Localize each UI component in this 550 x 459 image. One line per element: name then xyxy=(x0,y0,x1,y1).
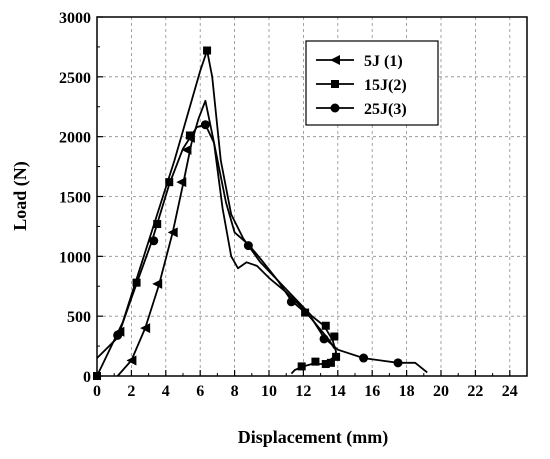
data-point xyxy=(185,131,194,140)
data-point xyxy=(176,177,187,188)
data-point xyxy=(311,357,320,366)
data-point xyxy=(359,353,369,363)
legend-entry: 5J (1) xyxy=(316,53,403,70)
legend-marker xyxy=(331,80,339,88)
y-axis-title: Load (N) xyxy=(10,161,31,231)
x-axis-title: Displacement (mm) xyxy=(238,427,388,448)
x-tick-label: 10 xyxy=(261,383,277,400)
data-point xyxy=(321,360,330,369)
series-line xyxy=(116,99,336,377)
x-tick-label: 24 xyxy=(502,383,518,400)
y-tick-label: 2500 xyxy=(59,70,91,87)
data-point xyxy=(326,358,335,367)
x-tick-label: 18 xyxy=(399,383,415,400)
x-tick-label: 22 xyxy=(467,383,483,400)
data-point xyxy=(321,321,330,330)
legend-label: 25J(3) xyxy=(364,101,407,118)
data-point xyxy=(149,236,159,246)
x-tick-label: 6 xyxy=(196,383,204,400)
data-point xyxy=(203,46,212,55)
data-point xyxy=(167,227,178,238)
series-3 xyxy=(96,120,428,374)
axis-ticks: 0 2 4 6 8 10 12 14 16 18 20 22 240500100015002000250… xyxy=(59,10,518,400)
data-point xyxy=(140,323,151,334)
data-point xyxy=(200,120,210,130)
legend-marker xyxy=(330,103,340,113)
y-tick-label: 1500 xyxy=(59,190,91,207)
data-point xyxy=(113,330,123,340)
data-point xyxy=(152,278,163,289)
y-tick-label: 1000 xyxy=(59,249,91,266)
data-point xyxy=(126,355,137,366)
data-point xyxy=(243,241,253,251)
series-line xyxy=(96,49,337,377)
x-tick-label: 0 xyxy=(93,383,101,400)
y-tick-label: 3000 xyxy=(59,10,91,27)
x-tick-label: 20 xyxy=(433,383,449,400)
data-point xyxy=(286,297,296,307)
legend-box xyxy=(305,40,439,126)
series-1 xyxy=(114,99,336,377)
series-line xyxy=(96,123,428,374)
legend-entry: 15J(2) xyxy=(316,77,407,94)
x-tick-label: 8 xyxy=(231,383,239,400)
y-tick-label: 2000 xyxy=(59,130,91,147)
x-tick-label: 4 xyxy=(162,383,170,400)
data-point xyxy=(181,144,192,155)
y-tick-label: 500 xyxy=(67,309,91,326)
x-tick-label: 12 xyxy=(295,383,311,400)
x-tick-label: 14 xyxy=(330,383,346,400)
legend: 5J (1) 15J(2) 25J(3) xyxy=(305,40,439,126)
data-point xyxy=(332,352,341,361)
data-point xyxy=(297,362,306,371)
y-tick-label: 0 xyxy=(83,369,91,386)
x-tick-label: 2 xyxy=(127,383,135,400)
data-point xyxy=(319,334,329,344)
legend-marker xyxy=(330,55,340,65)
legend-label: 15J(2) xyxy=(364,77,407,94)
legend-label: 5J (1) xyxy=(364,53,403,70)
data-point xyxy=(393,358,403,368)
legend-entry: 25J(3) xyxy=(316,101,407,118)
data-point xyxy=(330,332,339,341)
x-tick-label: 16 xyxy=(364,383,380,400)
